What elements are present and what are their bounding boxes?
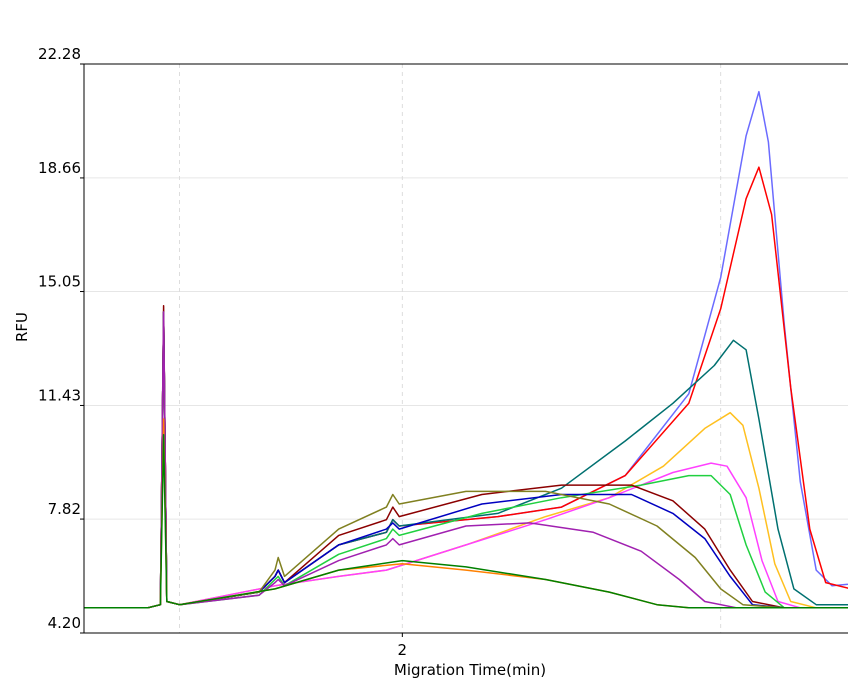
- x-axis-ticks: 2: [398, 633, 408, 659]
- x-axis-title: Migration Time(min): [394, 661, 546, 679]
- y-tick-label: 22.28: [38, 45, 81, 63]
- series-lines: [84, 90, 848, 609]
- y-axis-title: RFU: [13, 312, 31, 342]
- gridlines: [84, 64, 848, 633]
- series-line-12: [84, 433, 848, 609]
- x-tick-label: 2: [398, 641, 408, 659]
- y-tick-label: 7.82: [48, 500, 81, 518]
- y-tick-label: 15.05: [38, 273, 81, 291]
- plot-frame: [83, 63, 848, 634]
- y-tick-label: 4.20: [48, 614, 81, 632]
- y-axis-ticks: 4.20 7.82 11.43 15.05 18.66 22.28: [38, 45, 84, 634]
- y-tick-label: 18.66: [38, 159, 81, 177]
- y-tick-label: 11.43: [38, 386, 81, 404]
